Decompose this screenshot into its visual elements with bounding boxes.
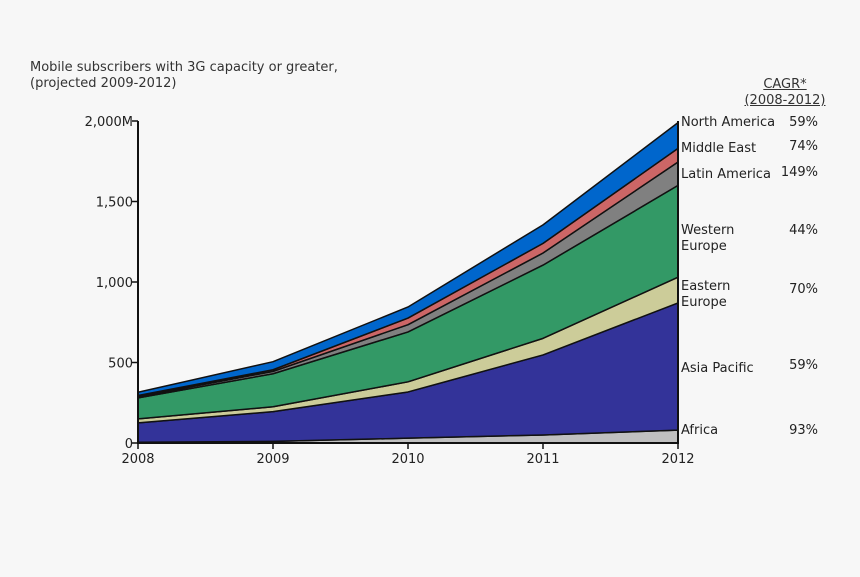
x-tick-label: 2012 <box>661 452 694 467</box>
region-label-eastern-europe: Eastern Europe <box>681 279 730 311</box>
chart-title: Mobile subscribers with 3G capacity or g… <box>30 60 338 92</box>
cagr-value-asia-pacific: 59% <box>789 358 818 373</box>
x-tick-label: 2011 <box>526 452 559 467</box>
region-label-line: Eastern <box>681 279 731 294</box>
cagr-value-eastern-europe: 70% <box>789 282 818 297</box>
y-tick-label: 0 <box>125 437 133 452</box>
y-tick-label: 1,500 <box>96 196 133 211</box>
y-tick-label: 1,000 <box>96 276 133 291</box>
cagr-header-title: CAGR* <box>763 77 807 92</box>
cagr-value-north-america: 59% <box>789 115 818 130</box>
chart-title-line: Mobile subscribers with 3G capacity or g… <box>30 60 338 75</box>
cagr-value-middle-east: 74% <box>789 139 818 154</box>
region-label-asia-pacific: Asia Pacific <box>681 361 754 376</box>
region-label-middle-east: Middle East <box>681 141 757 156</box>
region-label-line: Western <box>681 223 735 238</box>
region-label-western-europe: Western Europe <box>681 223 734 255</box>
y-tick-label: 500 <box>108 357 133 372</box>
cagr-value-latin-america: 149% <box>780 165 818 180</box>
chart-subtitle: (projected 2009-2012) <box>30 76 177 91</box>
x-tick-label: 2008 <box>121 452 154 467</box>
y-tick-label: 2,000M <box>85 115 133 130</box>
region-label-africa: Africa <box>681 423 719 438</box>
region-label-line: Europe <box>681 295 727 310</box>
region-label-line: Europe <box>681 239 727 254</box>
x-tick-label: 2009 <box>256 452 289 467</box>
region-label-latin-america: Latin America <box>681 167 771 182</box>
cagr-header-range: (2008-2012) <box>744 93 826 108</box>
cagr-header: CAGR* (2008-2012) <box>742 77 828 109</box>
cagr-value-africa: 93% <box>789 423 818 438</box>
cagr-value-western-europe: 44% <box>789 223 818 238</box>
x-tick-label: 2010 <box>391 452 424 467</box>
region-label-north-america: North America <box>681 115 776 130</box>
